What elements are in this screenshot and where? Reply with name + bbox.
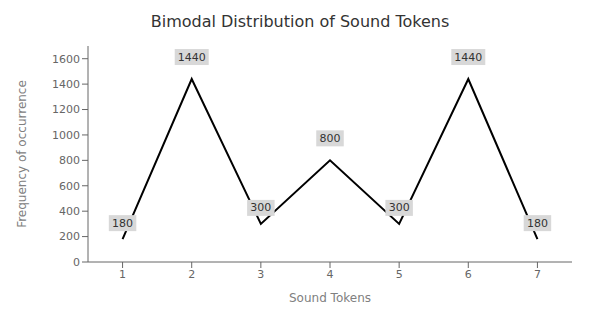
html-text:Bimodal Distribution of Sound: Bimodal Distribution of Sound Tokens <box>150 12 450 31</box>
svg-text:1000: 1000 <box>52 129 80 142</box>
svg-text:180: 180 <box>112 217 133 230</box>
svg-text:600: 600 <box>59 180 80 193</box>
svg-text:0: 0 <box>73 256 80 269</box>
svg-text:Frequency of occurrence: Frequency of occurrence <box>15 80 29 228</box>
svg-text:1400: 1400 <box>52 78 80 91</box>
svg-text:1: 1 <box>119 268 126 281</box>
svg-text:4: 4 <box>327 268 334 281</box>
svg-text:800: 800 <box>320 132 341 145</box>
svg-text:6: 6 <box>465 268 472 281</box>
svg-text:800: 800 <box>59 154 80 167</box>
svg-text:5: 5 <box>396 268 403 281</box>
svg-text:3: 3 <box>257 268 264 281</box>
svg-text:1440: 1440 <box>454 51 482 64</box>
svg-text:300: 300 <box>389 201 410 214</box>
svg-text:7: 7 <box>534 268 541 281</box>
svg-text:180: 180 <box>527 217 548 230</box>
svg-text:1600: 1600 <box>52 53 80 66</box>
svg-text:1200: 1200 <box>52 103 80 116</box>
svg-text:2: 2 <box>188 268 195 281</box>
svg-text:300: 300 <box>250 201 271 214</box>
svg-text:200: 200 <box>59 230 80 243</box>
svg-text:400: 400 <box>59 205 80 218</box>
svg-text:Sound Tokens: Sound Tokens <box>289 291 371 305</box>
svg-text:1440: 1440 <box>178 51 206 64</box>
